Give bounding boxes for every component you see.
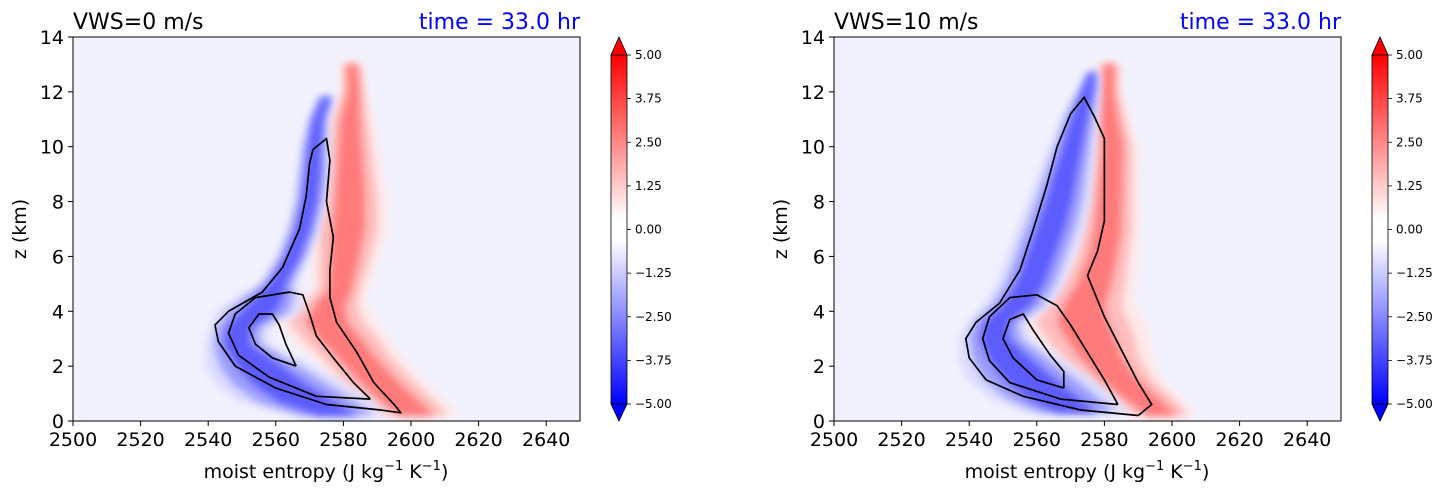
y-tick-label: 10 (801, 137, 825, 159)
colorbar-extend-max (1371, 36, 1389, 56)
anomaly-fill-layer (958, 64, 1198, 416)
y-tick-label: 0 (52, 411, 64, 433)
warm-anomaly-core (1057, 64, 1178, 416)
colorbar-tick-label: 0.00 (635, 223, 662, 237)
colorbar-tick-label: 1.25 (1396, 179, 1423, 193)
x-tick-label: 2540 (184, 429, 232, 451)
time-label: time = 33.0 hr (1180, 10, 1342, 35)
y-axis-ticks: 0 2 4 6 8 10 12 14 (801, 27, 834, 433)
y-tick-label: 6 (52, 246, 64, 268)
colorbar-extend-max (610, 36, 628, 56)
contour-layer (214, 137, 402, 414)
x-tick-label: 2560 (1013, 429, 1061, 451)
panel-title: VWS=10 m/s (834, 10, 979, 35)
colorbar-tick-label: 0.00 (1396, 223, 1423, 237)
colorbar-tick-label: −3.75 (1396, 353, 1433, 367)
plot-frame (72, 36, 581, 422)
plot-frame (833, 36, 1342, 422)
y-tick-label: 6 (813, 246, 825, 268)
x-axis-ticks: 2500 2520 2540 2560 2580 2600 2620 2640 (810, 421, 1331, 451)
contour-line-1 (214, 137, 402, 414)
y-tick-label: 10 (40, 137, 64, 159)
colorbar-tick-label: −5.00 (1396, 397, 1433, 411)
colorbar: 5.00 3.75 2.50 1.25 0.00 −1.25 −2.50 −3.75 −5.00 (1371, 36, 1433, 422)
y-tick-label: 12 (801, 82, 825, 104)
warm-anomaly-core (306, 64, 435, 416)
colorbar-tick-label: 5.00 (635, 48, 662, 62)
y-tick-label: 14 (801, 27, 825, 49)
y-tick-label: 0 (813, 411, 825, 433)
colorbar-tick-label: 3.75 (635, 92, 662, 106)
x-tick-label: 2600 (1148, 429, 1196, 451)
x-tick-label: 2520 (877, 429, 925, 451)
contour-line-3 (1002, 313, 1065, 389)
colorbar-tick-label: 5.00 (1396, 48, 1423, 62)
colorbar-gradient (610, 54, 628, 405)
colorbar-tick-label: −2.50 (635, 310, 672, 324)
y-tick-label: 2 (52, 356, 64, 378)
contour-line-2 (227, 291, 371, 400)
colorbar-gradient (1371, 54, 1389, 405)
colorbar-tick-label: −1.25 (1396, 266, 1433, 280)
x-tick-label: 2640 (1283, 429, 1331, 451)
colorbar-ticks: 5.00 3.75 2.50 1.25 0.00 −1.25 −2.50 −3.75 −5.00 (627, 48, 672, 411)
x-tick-label: 2620 (454, 429, 502, 451)
contour-line-3 (247, 313, 297, 367)
colorbar-tick-label: −3.75 (635, 353, 672, 367)
y-tick-label: 4 (52, 301, 64, 323)
y-axis-ticks: 0 2 4 6 8 10 12 14 (40, 27, 73, 433)
colorbar: 5.00 3.75 2.50 1.25 0.00 −1.25 −2.50 −3.75 −5.00 (610, 36, 672, 422)
y-axis-label: z (km) (770, 199, 792, 259)
contour-layer (964, 96, 1153, 417)
x-tick-label: 2540 (945, 429, 993, 451)
x-tick-label: 2580 (319, 429, 367, 451)
x-tick-label: 2500 (49, 429, 97, 451)
x-axis-label: moist entropy (J kg−1 K−1) (204, 459, 449, 483)
x-tick-label: 2500 (810, 429, 858, 451)
y-axis-label: z (km) (9, 199, 31, 259)
colorbar-tick-label: 1.25 (635, 179, 662, 193)
colorbar-tick-label: 2.50 (1396, 135, 1423, 149)
colorbar-extend-min (610, 403, 628, 422)
contour-line-2 (981, 293, 1119, 406)
panel-vws-0: 2500 2520 2540 2560 2580 2600 2620 2640 0 2 4 6 8 10… (9, 10, 672, 483)
x-tick-label: 2560 (252, 429, 300, 451)
colorbar-tick-label: −1.25 (635, 266, 672, 280)
y-tick-label: 2 (813, 356, 825, 378)
y-tick-label: 12 (40, 82, 64, 104)
panel-vws-10: 2500 2520 2540 2560 2580 2600 2620 2640 0 2 4 6 8 10… (770, 10, 1433, 483)
x-tick-label: 2580 (1080, 429, 1128, 451)
contour-line-1 (964, 96, 1153, 417)
x-tick-label: 2520 (116, 429, 164, 451)
y-tick-label: 14 (40, 27, 64, 49)
colorbar-tick-label: −5.00 (635, 397, 672, 411)
colorbar-extend-min (1371, 403, 1389, 422)
cold-anomaly-core (224, 97, 358, 416)
colorbar-tick-label: 2.50 (635, 135, 662, 149)
y-tick-label: 4 (813, 301, 825, 323)
colorbar-tick-label: −2.50 (1396, 310, 1433, 324)
cold-anomaly-core (980, 72, 1098, 413)
anomaly-fill-layer (204, 64, 459, 416)
colorbar-ticks: 5.00 3.75 2.50 1.25 0.00 −1.25 −2.50 −3.75 −5.00 (1388, 48, 1433, 411)
x-tick-label: 2600 (387, 429, 435, 451)
colorbar-tick-label: 3.75 (1396, 92, 1423, 106)
y-tick-label: 8 (52, 192, 64, 214)
x-tick-label: 2640 (522, 429, 570, 451)
x-tick-label: 2620 (1215, 429, 1263, 451)
panel-title: VWS=0 m/s (73, 10, 204, 35)
x-axis-label: moist entropy (J kg−1 K−1) (965, 459, 1210, 483)
time-label: time = 33.0 hr (419, 10, 581, 35)
y-tick-label: 8 (813, 192, 825, 214)
x-axis-ticks: 2500 2520 2540 2560 2580 2600 2620 2640 (49, 421, 570, 451)
